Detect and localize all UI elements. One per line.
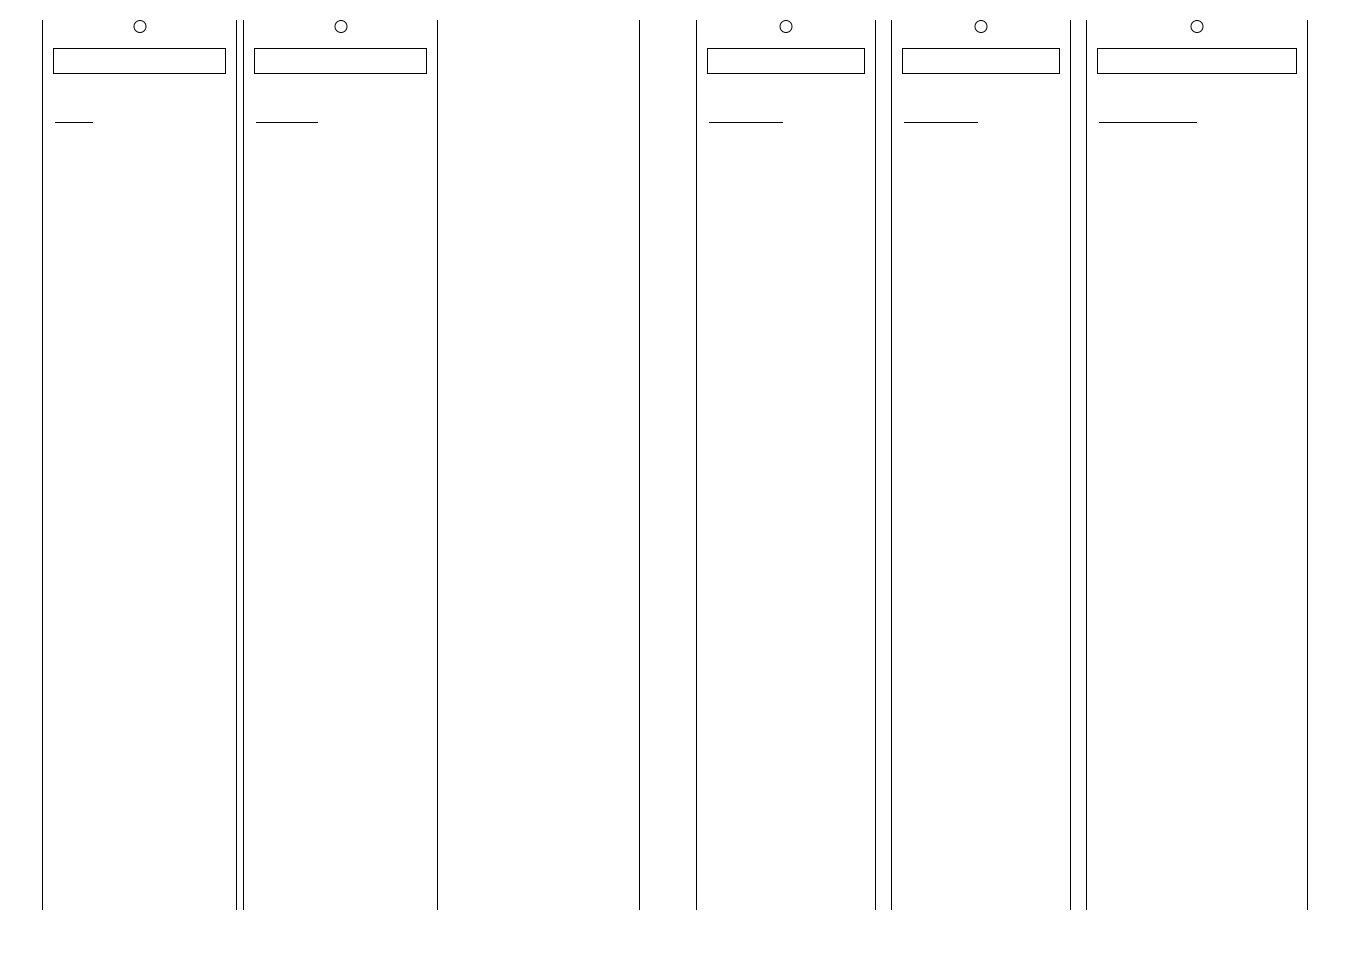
column-5 xyxy=(1086,20,1308,910)
underline-3 xyxy=(709,122,783,123)
input-field-2[interactable] xyxy=(254,48,427,74)
input-field-5[interactable] xyxy=(1097,48,1297,74)
input-field-1[interactable] xyxy=(53,48,226,74)
underline-1 xyxy=(55,122,93,123)
column-2 xyxy=(243,20,438,910)
column-3 xyxy=(696,20,876,910)
input-field-3[interactable] xyxy=(707,48,865,74)
underline-4 xyxy=(904,122,978,123)
input-field-4[interactable] xyxy=(902,48,1060,74)
radio-circle-icon[interactable] xyxy=(975,20,988,33)
radio-circle-icon[interactable] xyxy=(780,20,793,33)
column-1 xyxy=(42,20,237,910)
divider-line xyxy=(639,20,640,910)
radio-circle-icon[interactable] xyxy=(133,20,146,33)
columns-container xyxy=(42,20,1312,910)
radio-circle-icon[interactable] xyxy=(334,20,347,33)
underline-2 xyxy=(256,122,318,123)
radio-circle-icon[interactable] xyxy=(1191,20,1204,33)
column-4 xyxy=(891,20,1071,910)
underline-5 xyxy=(1099,122,1197,123)
